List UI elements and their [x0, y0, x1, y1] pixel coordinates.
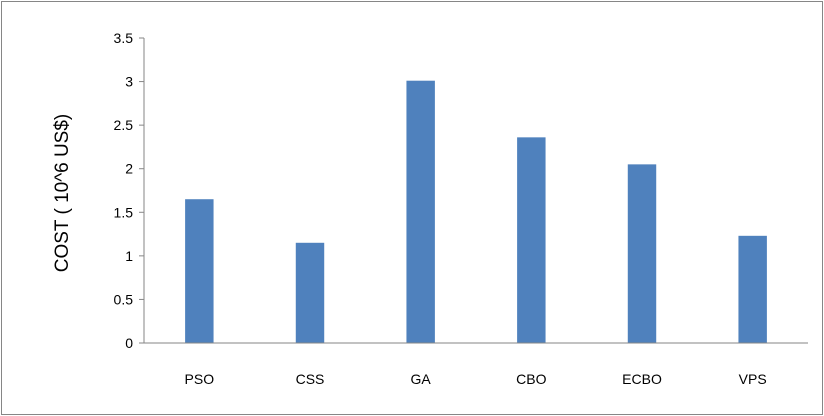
x-tick-label-pso: PSO — [185, 371, 215, 387]
x-tick-label-vps: VPS — [739, 371, 767, 387]
x-tick-label-ga: GA — [411, 371, 432, 387]
y-tick-label: 0.5 — [114, 291, 134, 307]
y-axis-ticks: 0 0.5 1 1.5 2 2.5 3 3.5 — [114, 30, 144, 351]
bars — [185, 80, 767, 343]
bar-vps — [738, 235, 767, 343]
y-tick-label: 1 — [125, 248, 133, 264]
y-tick-label: 2 — [125, 161, 133, 177]
x-tick-label-cbo: CBO — [516, 371, 546, 387]
bar-cbo — [517, 137, 546, 343]
y-tick-label: 3 — [125, 74, 133, 90]
y-tick-label: 0 — [125, 335, 133, 351]
y-tick-label: 2.5 — [114, 117, 134, 133]
bar-css — [295, 242, 325, 343]
x-axis-labels: PSO CSS GA CBO ECBO VPS — [185, 371, 767, 387]
y-axis-label: COST ( 10^6 US$) — [52, 114, 73, 273]
y-tick-label: 1.5 — [114, 204, 134, 220]
y-tick-label: 3.5 — [114, 30, 134, 46]
bar-pso — [185, 199, 214, 343]
bar-ga — [406, 80, 435, 343]
bar-ecbo — [627, 164, 657, 343]
x-tick-label-css: CSS — [296, 371, 325, 387]
x-tick-label-ecbo: ECBO — [622, 371, 662, 387]
